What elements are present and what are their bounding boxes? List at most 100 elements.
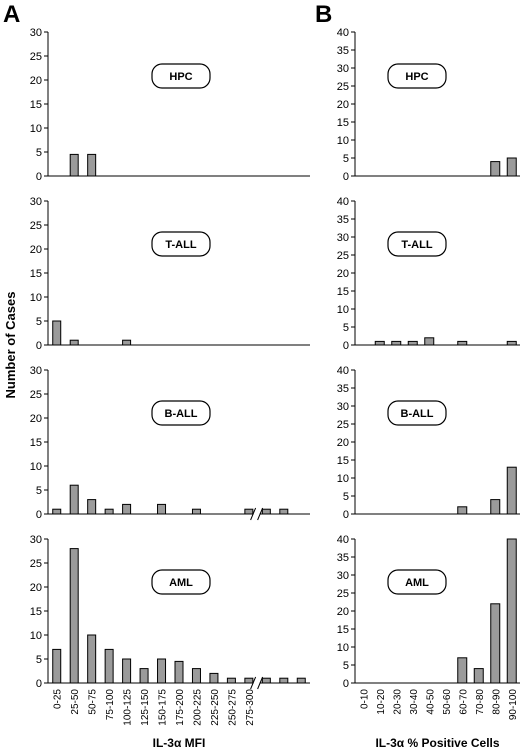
y-tick-label: 5 xyxy=(36,316,42,328)
y-tick-label: 30 xyxy=(30,365,42,377)
bar xyxy=(191,508,201,515)
y-tick-label: 5 xyxy=(36,485,42,497)
y-tick-label: 0 xyxy=(36,509,42,521)
y-tick-label: 25 xyxy=(337,419,349,431)
panel-label-box xyxy=(151,231,211,257)
y-tick-label: 40 xyxy=(337,365,349,377)
x-tick-label: 70-80 xyxy=(475,689,486,715)
x-axis-title: IL-3α MFI xyxy=(153,736,206,750)
panel-label-box xyxy=(387,63,447,89)
bar xyxy=(174,660,184,684)
panel-label-box xyxy=(387,400,447,426)
bar xyxy=(226,677,236,684)
y-tick-label: 0 xyxy=(343,171,349,183)
bar xyxy=(122,658,132,684)
bar xyxy=(279,677,289,684)
x-tick-label: 60-70 xyxy=(458,689,469,715)
chart-a-ball: 0 5 10 15 20 25 30 B-ALL xyxy=(30,365,310,521)
y-tick-label: 15 xyxy=(30,606,42,618)
y-tick-label: 25 xyxy=(30,389,42,401)
y-tick-label: 30 xyxy=(30,27,42,39)
bar xyxy=(374,340,385,346)
chart-a-tall: 0 5 10 15 20 25 30 T-ALL xyxy=(30,196,310,352)
bar xyxy=(87,634,97,684)
chart-a-aml: 0 5 10 15 20 25 30 AML 0-25 25-50 50-75 75-100 100-1… xyxy=(30,534,310,750)
bar xyxy=(69,548,79,684)
panel-label-box xyxy=(151,569,211,595)
y-tick-label: 35 xyxy=(337,552,349,564)
chart-b-aml: 0 5 10 15 20 25 30 35 40 AML 0-10 10-20 20-30 30-40 40… xyxy=(337,534,520,750)
bar xyxy=(506,340,517,346)
bar xyxy=(52,508,62,515)
y-tick-label: 5 xyxy=(343,322,349,334)
x-tick-label: 90-100 xyxy=(508,689,519,721)
bar xyxy=(457,506,468,515)
panel-label-box xyxy=(151,400,211,426)
chart-b-ball: 0 5 10 15 20 25 30 35 40 B-ALL xyxy=(337,365,520,521)
y-tick-label: 10 xyxy=(337,642,349,654)
y-tick-label: 30 xyxy=(337,63,349,75)
y-tick-label: 20 xyxy=(30,413,42,425)
x-tick-label: 40-50 xyxy=(425,689,436,715)
x-tick-label: 0-10 xyxy=(359,689,370,709)
y-tick-label: 15 xyxy=(30,99,42,111)
bar xyxy=(506,157,517,177)
y-tick-label: 15 xyxy=(337,286,349,298)
bar xyxy=(490,161,501,177)
bar xyxy=(69,153,79,177)
x-tick-label: 200-225 xyxy=(192,689,203,726)
panel-label-box xyxy=(387,231,447,257)
panel-label-box xyxy=(387,569,447,595)
y-tick-label: 30 xyxy=(337,232,349,244)
bar xyxy=(424,337,435,346)
y-tick-label: 15 xyxy=(30,268,42,280)
bar xyxy=(52,320,62,346)
bar xyxy=(244,508,254,515)
x-tick-label: 25-50 xyxy=(70,689,81,715)
y-axis-title: Number of Cases xyxy=(3,292,18,399)
y-tick-label: 5 xyxy=(343,660,349,672)
y-tick-label: 20 xyxy=(30,75,42,87)
chart-b-tall: 0 5 10 15 20 25 30 35 40 T-ALL xyxy=(337,196,520,352)
y-tick-label: 20 xyxy=(30,244,42,256)
panel-label: AML xyxy=(405,577,429,589)
bar xyxy=(261,508,271,515)
bar xyxy=(69,339,79,346)
bar xyxy=(139,668,149,684)
y-tick-label: 20 xyxy=(30,582,42,594)
y-tick-label: 10 xyxy=(337,304,349,316)
panel-label: B-ALL xyxy=(401,408,434,420)
y-tick-label: 5 xyxy=(343,491,349,503)
y-tick-label: 10 xyxy=(30,630,42,642)
y-tick-label: 25 xyxy=(337,250,349,262)
x-tick-label: 75-100 xyxy=(105,689,116,721)
bar xyxy=(122,339,132,346)
bar xyxy=(490,603,501,684)
y-tick-label: 15 xyxy=(337,624,349,636)
y-tick-label: 15 xyxy=(337,117,349,129)
x-tick-label: 10-20 xyxy=(376,689,387,715)
bar xyxy=(407,340,418,346)
y-tick-label: 35 xyxy=(337,214,349,226)
y-tick-label: 0 xyxy=(343,678,349,690)
y-tick-label: 10 xyxy=(30,461,42,473)
x-tick-label: 50-60 xyxy=(442,689,453,715)
x-tick-label: 80-90 xyxy=(491,689,502,715)
bar xyxy=(473,668,484,684)
y-tick-label: 25 xyxy=(30,220,42,232)
bar xyxy=(506,466,517,515)
x-tick-label: 225-250 xyxy=(210,689,221,726)
bar xyxy=(261,677,271,684)
bar xyxy=(490,499,501,515)
x-axis-title: IL-3α % Positive Cells xyxy=(375,736,499,750)
y-tick-label: 30 xyxy=(30,196,42,208)
panel-label: HPC xyxy=(405,71,428,83)
bar xyxy=(104,508,114,515)
x-tick-label: 250-275 xyxy=(227,689,238,726)
panel-label-box xyxy=(151,63,211,89)
y-tick-label: 25 xyxy=(337,588,349,600)
y-tick-label: 0 xyxy=(36,171,42,183)
y-tick-label: 40 xyxy=(337,196,349,208)
bar xyxy=(191,668,201,684)
